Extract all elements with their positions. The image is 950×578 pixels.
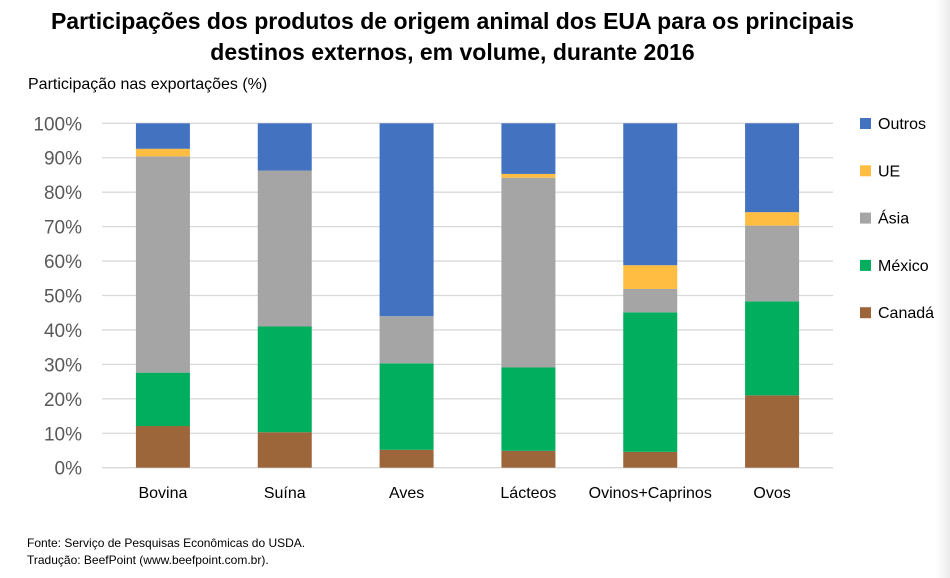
x-tick-label: Lácteos xyxy=(500,485,556,502)
y-tick-label: 60% xyxy=(44,252,82,273)
bar-segment-mexico xyxy=(623,312,678,452)
bar-segment-asia xyxy=(379,316,434,364)
y-tick-label: 10% xyxy=(44,424,82,445)
y-tick-label: 0% xyxy=(55,459,83,480)
y-tick-label: 40% xyxy=(44,321,82,342)
bars xyxy=(135,123,800,468)
bar-segment-outros xyxy=(135,123,190,149)
chart-title-line-1: Participações dos produtos de origem ani… xyxy=(50,8,855,34)
legend-swatch xyxy=(860,307,871,319)
x-tick-label: Aves xyxy=(389,485,424,502)
y-axis-ticks: 0% 10% 20% 30% 40% 50% 60% 70% 80% 90% 100% xyxy=(33,114,82,479)
bar-stack xyxy=(745,123,800,468)
legend-item: México xyxy=(860,258,929,275)
bar-segment-mexico xyxy=(257,326,312,433)
chart-title-line-2: destinos externos, em volume, durante 20… xyxy=(210,39,695,65)
bar-segment-outros xyxy=(623,123,678,266)
legend-label: Ásia xyxy=(878,209,909,228)
x-axis-categories: Bovina Suína Aves Lácteos Ovinos+Caprinos Ovo… xyxy=(138,485,790,502)
source-note: Fonte: Serviço de Pesquisas Econômicas d… xyxy=(27,535,305,569)
bar-segment-canada xyxy=(501,450,556,468)
bar-segment-outros xyxy=(745,123,800,213)
bar-segment-ue xyxy=(623,265,678,289)
legend-label: México xyxy=(878,258,929,275)
bar-segment-mexico xyxy=(501,367,556,451)
x-tick-label: Ovinos+Caprinos xyxy=(589,485,712,502)
bar-segment-asia xyxy=(623,288,678,313)
bar-stack xyxy=(379,123,434,468)
y-tick-label: 20% xyxy=(44,390,82,411)
legend-item: UE xyxy=(860,163,900,180)
bar-segment-outros xyxy=(501,123,556,174)
bar-segment-mexico xyxy=(745,301,800,396)
bar-segment-ue xyxy=(501,173,556,178)
legend-label: Outros xyxy=(878,116,926,133)
legend-item: Canadá xyxy=(860,305,934,322)
bar-segment-mexico xyxy=(379,363,434,450)
bar-segment-canada xyxy=(745,395,800,468)
legend-label: UE xyxy=(878,163,900,180)
x-tick-label: Suína xyxy=(264,485,306,502)
bar-segment-outros xyxy=(257,123,312,171)
bar-segment-ue xyxy=(745,212,800,226)
edge-shadow xyxy=(936,0,950,578)
bar-stack xyxy=(623,123,678,468)
legend-item: Outros xyxy=(860,116,926,133)
legend-swatch xyxy=(860,118,871,129)
legend: Outros UE Ásia México Canadá xyxy=(860,116,934,322)
bar-segment-outros xyxy=(379,123,434,317)
bar-stack xyxy=(257,123,312,468)
y-tick-label: 100% xyxy=(33,114,82,135)
y-tick-label: 70% xyxy=(44,218,82,239)
bar-stack xyxy=(135,123,190,468)
bar-segment-canada xyxy=(379,449,434,468)
y-tick-label: 90% xyxy=(44,149,82,170)
bar-segment-canada xyxy=(623,451,678,468)
bar-segment-canada xyxy=(257,432,312,468)
source-text: Fonte: Serviço de Pesquisas Econômicas d… xyxy=(27,536,306,550)
bar-segment-asia xyxy=(501,177,556,368)
translation-text: Tradução: BeefPoint (www.beefpoint.com.b… xyxy=(27,553,269,567)
bar-segment-asia xyxy=(257,170,312,327)
y-tick-label: 30% xyxy=(44,355,82,376)
y-tick-label: 50% xyxy=(44,287,82,308)
bar-segment-canada xyxy=(135,426,190,468)
y-axis-label: Participação nas exportações (%) xyxy=(28,76,268,93)
bar-segment-ue xyxy=(135,148,190,157)
legend-swatch xyxy=(860,259,871,271)
legend-item: Ásia xyxy=(860,209,909,228)
legend-swatch xyxy=(860,212,871,224)
bar-segment-asia xyxy=(135,156,190,373)
x-tick-label: Bovina xyxy=(138,485,187,502)
bar-stack xyxy=(501,123,556,468)
bar-segment-mexico xyxy=(135,372,190,427)
y-tick-label: 80% xyxy=(44,183,82,204)
gridlines xyxy=(102,122,833,469)
legend-label: Canadá xyxy=(878,305,934,322)
chart-title: Participações dos produtos de origem ani… xyxy=(0,6,905,68)
x-tick-label: Ovos xyxy=(753,485,790,502)
legend-swatch xyxy=(860,165,871,177)
bar-segment-asia xyxy=(745,225,800,302)
